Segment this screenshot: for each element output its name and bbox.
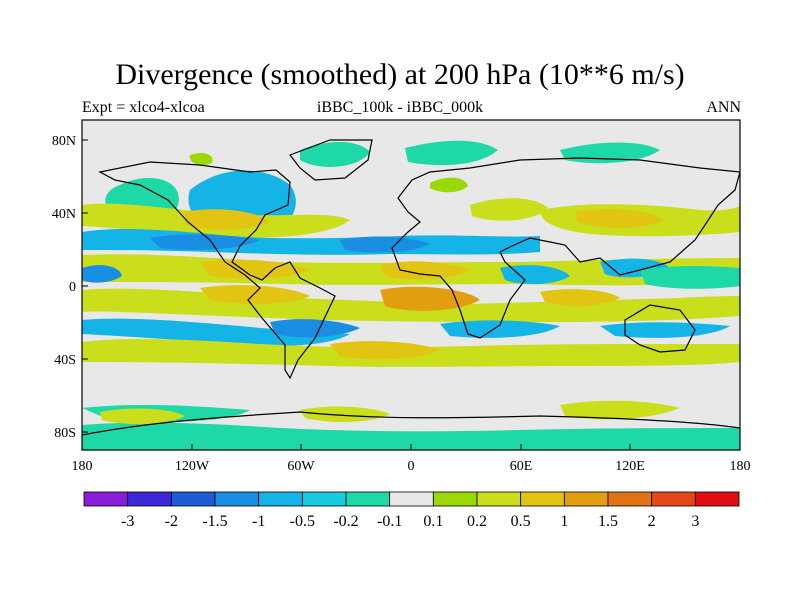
lat-ticks [82, 139, 88, 433]
lat-label-80N: 80N [52, 134, 76, 149]
lat-label-80S: 80S [54, 426, 76, 441]
lon-label-0: 0 [408, 459, 415, 474]
lat-label-40S: 40S [54, 353, 76, 368]
colorbar-swatch [563, 491, 609, 507]
colorbar-swatch [345, 491, 391, 507]
colorbar-label: -0.1 [377, 513, 402, 530]
colorbar-swatch [214, 491, 260, 507]
experiment-label: Expt = xlco4-xlcoa [82, 99, 205, 116]
colorbar-label: -1 [252, 513, 265, 530]
colorbar-label: 0.1 [423, 513, 443, 530]
colorbar-swatch [258, 491, 303, 507]
colorbar-swatch [127, 491, 172, 507]
colorbar-swatch [83, 491, 129, 507]
lon-label-180W: 180 [72, 459, 93, 474]
colorbar-label: 2 [648, 513, 656, 530]
map-title: Divergence (smoothed) at 200 hPa (10**6 … [115, 58, 685, 91]
lon-label-180E: 180 [730, 459, 751, 474]
colorbar-label: 1.5 [598, 513, 618, 530]
colorbar-label: 0.5 [511, 513, 531, 530]
colorbar-swatch [520, 491, 565, 507]
map-field [82, 120, 740, 450]
colorbar-label: 1 [560, 513, 568, 530]
colorbar-swatch [476, 491, 522, 507]
colorbar-label: -2 [165, 513, 178, 530]
colorbar-swatch [432, 491, 478, 507]
lon-label-120W: 120W [175, 459, 210, 474]
colorbar-swatch [607, 491, 653, 507]
lat-label-0: 0 [69, 280, 76, 295]
lon-label-120E: 120E [615, 459, 645, 474]
lat-label-40N: 40N [52, 207, 76, 222]
colorbar-label: -3 [121, 513, 134, 530]
colorbar: -3 -2 -1.5 -1 -0.5 -0.2 -0.1 0.1 0.2 0.5 1 1.5 2 3 [83, 491, 740, 530]
lon-label-60W: 60W [287, 459, 315, 474]
lon-label-60E: 60E [510, 459, 533, 474]
colorbar-label: 0.2 [467, 513, 487, 530]
colorbar-swatch [301, 491, 347, 507]
colorbar-label: -1.5 [202, 513, 227, 530]
colorbar-swatch [170, 491, 216, 507]
colorbar-label: 3 [691, 513, 699, 530]
colorbar-swatch [389, 491, 434, 507]
colorbar-label: -0.2 [333, 513, 358, 530]
season-label: ANN [706, 99, 741, 116]
case-label: iBBC_100k - iBBC_000k [316, 99, 484, 116]
colorbar-swatch [694, 491, 740, 507]
coastlines [82, 139, 740, 436]
colorbar-label: -0.5 [290, 513, 315, 530]
colorbar-swatch [651, 491, 696, 507]
lon-ticks [81, 444, 741, 450]
